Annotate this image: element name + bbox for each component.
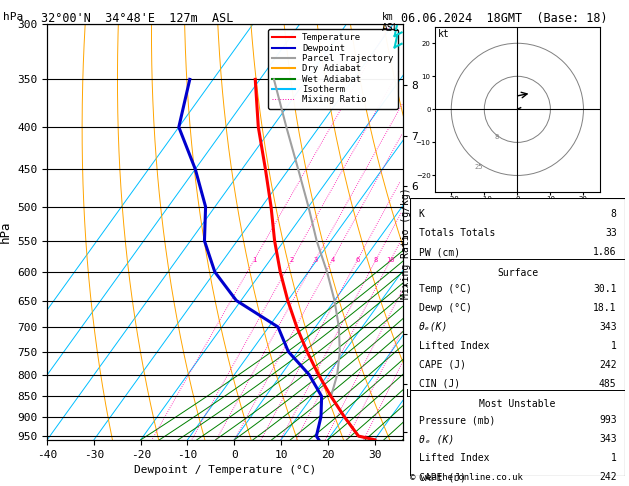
Text: 6: 6 <box>355 257 360 263</box>
Text: 242: 242 <box>599 472 616 482</box>
Text: 2: 2 <box>290 257 294 263</box>
Text: 993: 993 <box>599 416 616 425</box>
Text: 25: 25 <box>474 164 483 170</box>
Text: 32°00'N  34°48'E  127m  ASL: 32°00'N 34°48'E 127m ASL <box>41 12 233 25</box>
Text: 8: 8 <box>494 134 498 140</box>
Text: CAPE (J): CAPE (J) <box>419 472 465 482</box>
Text: K: K <box>419 209 425 219</box>
Text: 4: 4 <box>330 257 335 263</box>
Text: 33: 33 <box>605 228 616 238</box>
Text: kt: kt <box>438 29 450 39</box>
Text: 242: 242 <box>599 360 616 370</box>
Text: 1: 1 <box>611 453 616 463</box>
Text: 343: 343 <box>599 322 616 332</box>
Text: 343: 343 <box>599 434 616 444</box>
Text: 8: 8 <box>374 257 378 263</box>
Text: 18.1: 18.1 <box>593 303 616 313</box>
Text: 10: 10 <box>386 257 395 263</box>
Text: θₑ(K): θₑ(K) <box>419 322 448 332</box>
Text: Pressure (mb): Pressure (mb) <box>419 416 495 425</box>
Text: Surface: Surface <box>497 268 538 278</box>
Text: km
ASL: km ASL <box>382 12 399 33</box>
Text: Temp (°C): Temp (°C) <box>419 284 472 294</box>
Text: θₑ (K): θₑ (K) <box>419 434 454 444</box>
Text: Most Unstable: Most Unstable <box>479 399 556 409</box>
Text: CAPE (J): CAPE (J) <box>419 360 465 370</box>
Text: 30.1: 30.1 <box>593 284 616 294</box>
Text: PW (cm): PW (cm) <box>419 247 460 257</box>
Text: 1.86: 1.86 <box>593 247 616 257</box>
X-axis label: Dewpoint / Temperature (°C): Dewpoint / Temperature (°C) <box>134 465 316 475</box>
Text: Lifted Index: Lifted Index <box>419 453 489 463</box>
Text: hPa: hPa <box>3 12 23 22</box>
Text: 1: 1 <box>611 341 616 351</box>
Text: © weatheronline.co.uk: © weatheronline.co.uk <box>410 473 523 482</box>
Text: 1: 1 <box>252 257 257 263</box>
Text: LCL: LCL <box>406 389 424 399</box>
Text: Totals Totals: Totals Totals <box>419 228 495 238</box>
Legend: Temperature, Dewpoint, Parcel Trajectory, Dry Adiabat, Wet Adiabat, Isotherm, Mi: Temperature, Dewpoint, Parcel Trajectory… <box>268 29 398 109</box>
Text: Dewp (°C): Dewp (°C) <box>419 303 472 313</box>
Text: 06.06.2024  18GMT  (Base: 18): 06.06.2024 18GMT (Base: 18) <box>401 12 608 25</box>
Text: 8: 8 <box>611 209 616 219</box>
Text: Mixing Ratio (g/kg): Mixing Ratio (g/kg) <box>401 187 411 299</box>
Text: 485: 485 <box>599 379 616 389</box>
Y-axis label: hPa: hPa <box>0 221 12 243</box>
Text: Lifted Index: Lifted Index <box>419 341 489 351</box>
Text: CIN (J): CIN (J) <box>419 379 460 389</box>
Text: 3: 3 <box>313 257 318 263</box>
